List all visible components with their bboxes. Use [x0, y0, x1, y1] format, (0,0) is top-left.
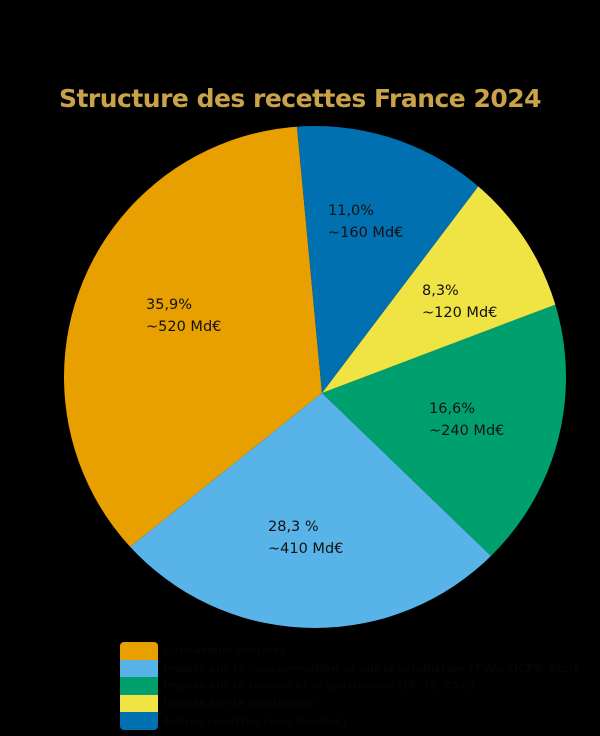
legend-label: Cotisations sociales — [163, 644, 287, 658]
label-consommation: 28,3 % ~410 Md€ — [268, 516, 343, 560]
percent-label: 8,3% — [422, 283, 459, 299]
legend-item-consommation: Impôts sur la consommation et sur la pro… — [120, 659, 579, 678]
label-revenu: 16,6% ~240 Md€ — [429, 398, 504, 442]
percent-label: 28,3 % — [268, 519, 319, 535]
amount-label: ~240 Md€ — [429, 423, 505, 439]
legend-label: Autres recettes (non fiscales) — [163, 714, 347, 728]
label-production: 8,3% ~120 Md€ — [422, 280, 497, 324]
legend-item-production: Impôts sur la production — [120, 694, 578, 713]
amount-label: ~160 Md€ — [328, 225, 404, 241]
slice-autres — [297, 126, 566, 393]
chart-title: Structure des recettes France 2024 — [58, 84, 542, 113]
legend-item-revenu: Impôts sur le revenu et le patrimoine (I… — [120, 677, 578, 695]
label-autres: 11,0% ~160 Md€ — [328, 200, 403, 244]
amount-label: ~120 Md€ — [422, 305, 498, 321]
slice-cotisations — [64, 126, 322, 628]
legend-item-cotisations: Cotisations sociales — [120, 642, 578, 660]
legend-label: Impôts sur la consommation et sur la pro… — [163, 661, 579, 675]
amount-label: ~410 Md€ — [268, 541, 344, 557]
amount-label: ~520 Md€ — [146, 319, 222, 335]
legend-swatch — [120, 694, 158, 713]
label-cotisations: 35,9% ~520 Md€ — [146, 294, 221, 338]
legend-swatch — [120, 659, 158, 678]
percent-label: 11,0% — [328, 203, 375, 219]
percent-label: 35,9% — [146, 297, 193, 313]
slice-consommation — [64, 393, 566, 628]
legend-label: Impôts sur le revenu et le patrimoine (I… — [163, 679, 475, 693]
percent-label: 16,6% — [429, 401, 476, 417]
legend-swatch — [120, 677, 158, 695]
legend-label: Impôts sur la production — [163, 697, 316, 711]
legend-swatch — [120, 642, 158, 660]
legend-item-autres: Autres recettes (non fiscales) — [120, 712, 578, 730]
legend: Cotisations sociales Impôts sur la conso… — [120, 642, 578, 730]
legend-swatch — [120, 712, 158, 730]
